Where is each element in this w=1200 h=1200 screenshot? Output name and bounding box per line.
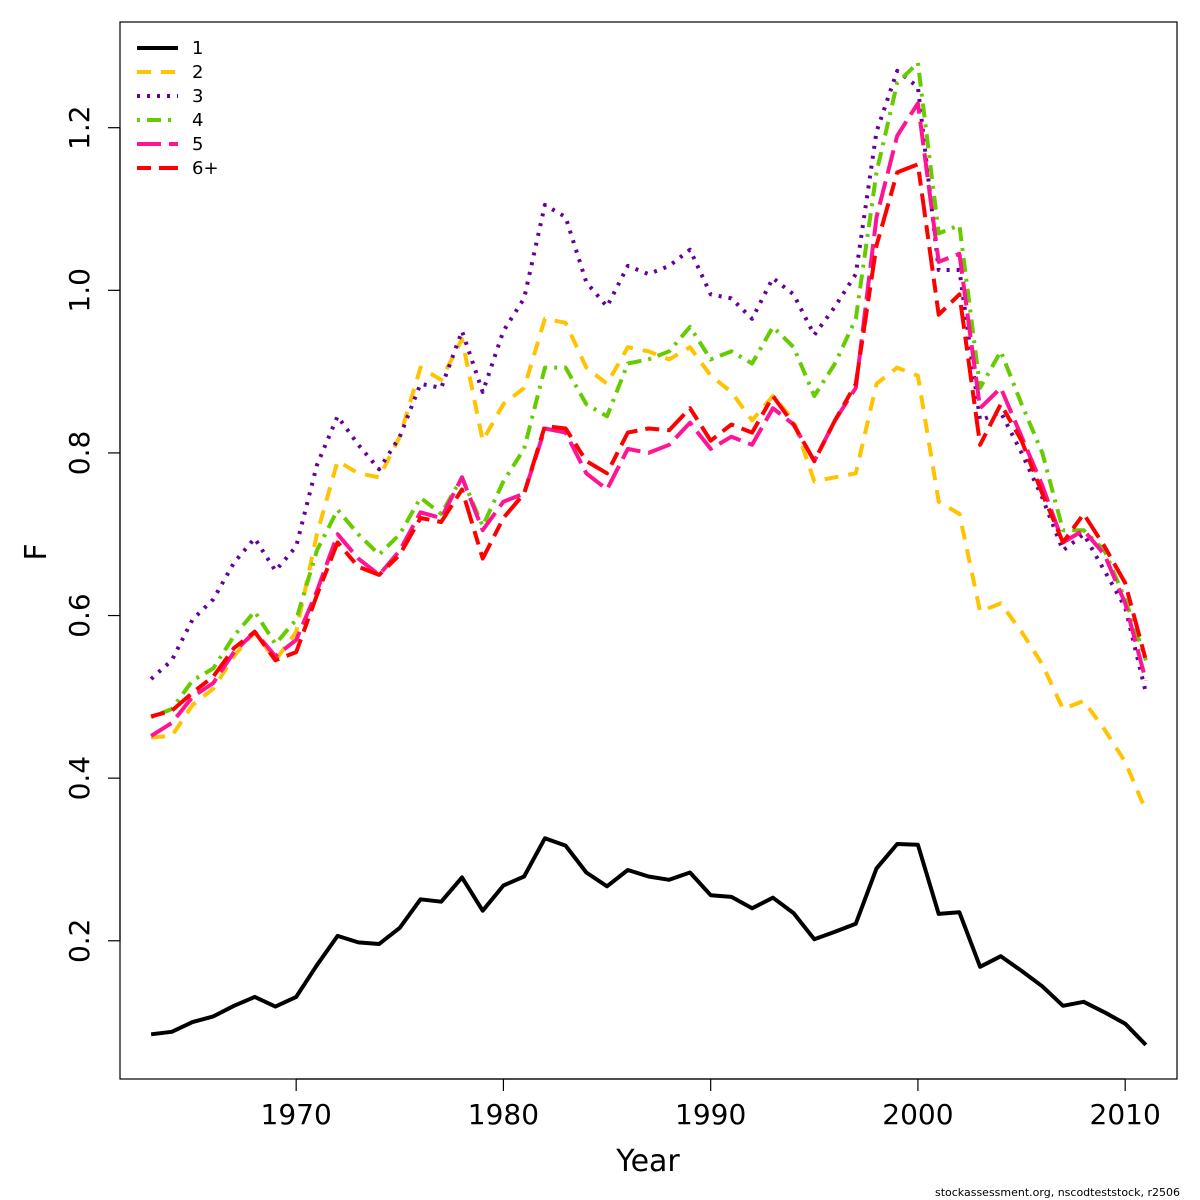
y-tick-label: 0.6 bbox=[63, 593, 96, 638]
legend-label-5: 5 bbox=[192, 134, 203, 155]
series-line-3 bbox=[149, 68, 1148, 694]
legend-label-3: 3 bbox=[192, 86, 203, 107]
credit-text: stockassessment.org, nscodteststock, r25… bbox=[935, 1186, 1180, 1199]
legend-label-1: 1 bbox=[192, 38, 203, 59]
x-tick-label: 1990 bbox=[675, 1098, 746, 1131]
series-lines bbox=[149, 60, 1148, 1047]
y-tick-label: 1.0 bbox=[63, 268, 96, 313]
y-axis-title: F bbox=[19, 543, 54, 560]
y-tick-label: 0.8 bbox=[63, 431, 96, 476]
plot-frame bbox=[119, 21, 1178, 1080]
y-tick-label: 1.2 bbox=[63, 105, 96, 150]
legend-label-4: 4 bbox=[192, 110, 203, 131]
series-line-2 bbox=[150, 316, 1148, 812]
series-line-1 bbox=[150, 836, 1148, 1047]
y-tick-label: 0.2 bbox=[63, 919, 96, 964]
legend-label-2: 2 bbox=[192, 62, 203, 83]
plot-border bbox=[119, 21, 1178, 1080]
x-axis-title: Year bbox=[615, 1144, 680, 1179]
legend-label-6: 6+ bbox=[192, 158, 219, 179]
x-tick-label: 2010 bbox=[1090, 1098, 1161, 1131]
y-tick-label: 0.4 bbox=[63, 756, 96, 801]
y-axis: 0.2 0.4 0.6 0.8 1.0 1.2 bbox=[63, 105, 121, 964]
x-tick-label: 2000 bbox=[882, 1098, 953, 1131]
x-axis: 1970 1980 1990 2000 2010 bbox=[261, 1078, 1161, 1131]
series-line-6 bbox=[150, 162, 1148, 719]
x-tick-label: 1970 bbox=[261, 1098, 332, 1131]
legend: 1 2 3 4 5 6+ bbox=[137, 38, 219, 179]
series-line-4 bbox=[150, 60, 1148, 720]
x-tick-label: 1980 bbox=[468, 1098, 539, 1131]
